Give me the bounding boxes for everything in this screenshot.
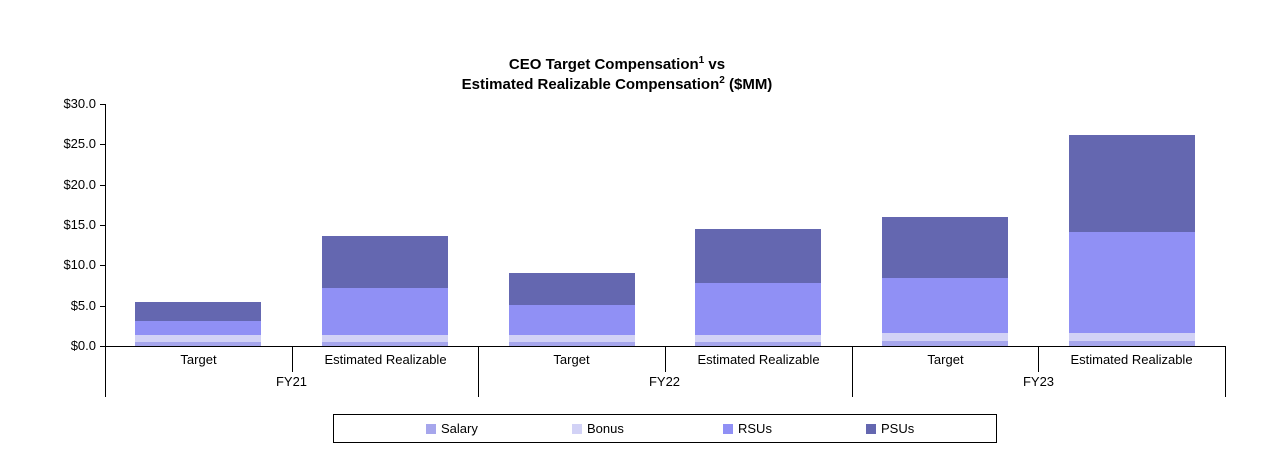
bar-segment-rsus bbox=[1069, 232, 1195, 333]
legend-label: Bonus bbox=[587, 421, 624, 436]
title-footnote-1: 1 bbox=[698, 55, 705, 66]
y-axis-tick-label: $0.0 bbox=[70, 338, 96, 353]
category-label: Target bbox=[927, 352, 964, 367]
legend-label: RSUs bbox=[738, 421, 772, 436]
category-separator bbox=[1038, 346, 1039, 372]
legend-swatch-psus bbox=[866, 423, 876, 434]
legend-item-bonus: Bonus bbox=[572, 415, 624, 442]
y-axis-tick-label: $25.0 bbox=[63, 136, 96, 151]
bar-segment-salary bbox=[882, 341, 1008, 346]
bar-segment-bonus bbox=[882, 333, 1008, 341]
bar-segment-rsus bbox=[882, 277, 1008, 333]
chart-title: CEO Target Compensation1 vs Estimated Re… bbox=[0, 55, 1234, 95]
category-label: Estimated Realizable bbox=[697, 352, 820, 367]
bar-segment-bonus bbox=[135, 335, 261, 342]
category-label: Target bbox=[553, 352, 590, 367]
legend: Salary Bonus RSUs PSUs bbox=[333, 414, 997, 443]
chart-title-line1: CEO Target Compensation1 vs bbox=[508, 55, 726, 74]
y-axis-tick-label: $10.0 bbox=[63, 257, 96, 272]
legend-item-salary: Salary bbox=[426, 415, 478, 442]
category-separator bbox=[292, 346, 293, 372]
legend-swatch-rsus bbox=[723, 423, 733, 434]
bar-segment-rsus bbox=[135, 320, 261, 335]
y-axis-tick bbox=[100, 104, 105, 105]
y-axis-tick bbox=[100, 346, 105, 347]
title-footnote-2: 2 bbox=[719, 75, 725, 86]
category-group-boundary bbox=[478, 346, 479, 397]
group-label-fy21: FY21 bbox=[275, 374, 308, 389]
category-label: Estimated Realizable bbox=[324, 352, 447, 367]
legend-swatch-salary bbox=[426, 423, 436, 434]
category-group-boundary bbox=[1225, 346, 1226, 397]
category-separator bbox=[665, 346, 666, 372]
group-label-fy22: FY22 bbox=[648, 374, 681, 389]
bar-segment-bonus bbox=[695, 335, 821, 342]
y-axis-line bbox=[105, 104, 106, 397]
bar-segment-psus bbox=[509, 273, 635, 305]
bar-segment-salary bbox=[509, 342, 635, 346]
y-axis-tick-label: $20.0 bbox=[63, 177, 96, 192]
bar-segment-bonus bbox=[1069, 333, 1195, 341]
legend-item-psus: PSUs bbox=[866, 415, 914, 442]
bar-segment-psus bbox=[695, 229, 821, 283]
y-axis-tick bbox=[100, 185, 105, 186]
bar-segment-salary bbox=[322, 342, 448, 346]
y-axis-tick bbox=[100, 265, 105, 266]
y-axis-tick bbox=[100, 144, 105, 145]
bar-segment-bonus bbox=[509, 335, 635, 342]
legend-swatch-bonus bbox=[572, 423, 582, 434]
y-axis-tick bbox=[100, 306, 105, 307]
bar-segment-bonus bbox=[322, 335, 448, 342]
category-group-boundary bbox=[852, 346, 853, 397]
group-label-fy23: FY23 bbox=[1022, 374, 1055, 389]
bar-segment-salary bbox=[1069, 341, 1195, 346]
category-label: Target bbox=[180, 352, 217, 367]
chart-title-line2: Estimated Realizable Compensation2 ($MM) bbox=[461, 75, 773, 94]
bar-segment-psus bbox=[135, 302, 261, 321]
bar-segment-salary bbox=[695, 342, 821, 346]
bar-segment-psus bbox=[882, 217, 1008, 278]
bar-segment-rsus bbox=[509, 305, 635, 335]
legend-item-rsus: RSUs bbox=[723, 415, 772, 442]
legend-label: PSUs bbox=[881, 421, 915, 436]
bar-segment-psus bbox=[1069, 135, 1195, 232]
bar-segment-rsus bbox=[322, 288, 448, 335]
y-axis-tick bbox=[100, 225, 105, 226]
bar-segment-rsus bbox=[695, 283, 821, 335]
y-axis-tick-label: $5.0 bbox=[70, 298, 96, 313]
y-axis-tick-label: $30.0 bbox=[63, 96, 96, 111]
category-label: Estimated Realizable bbox=[1070, 352, 1193, 367]
y-axis-tick-label: $15.0 bbox=[63, 217, 96, 232]
legend-label: Salary bbox=[441, 421, 478, 436]
bar-segment-salary bbox=[135, 342, 261, 346]
bar-segment-psus bbox=[322, 236, 448, 288]
